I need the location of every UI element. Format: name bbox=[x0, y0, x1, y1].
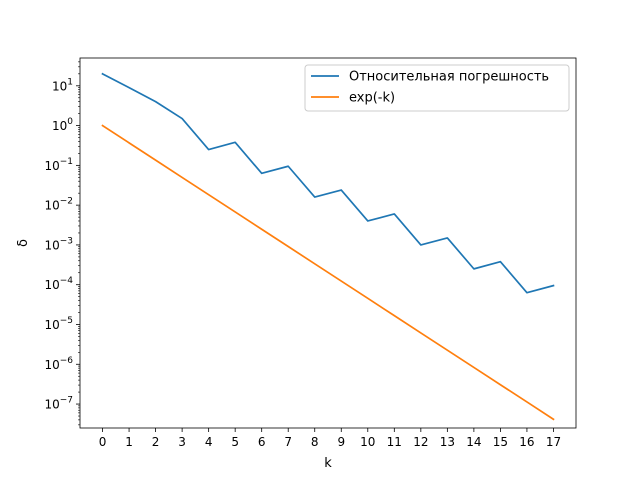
y-tick-label: 101 bbox=[52, 77, 73, 93]
legend: Относительная погрешность exp(-k) bbox=[304, 64, 570, 112]
x-tick-label: 15 bbox=[493, 435, 508, 449]
legend-box bbox=[304, 64, 570, 112]
y-tick-label: 10−3 bbox=[44, 236, 73, 252]
y-tick-label: 10−5 bbox=[44, 316, 73, 332]
legend-label-exp: exp(-k) bbox=[349, 91, 395, 106]
y-axis: 10−7 10−6 10−5 10−4 10−3 10−2 10−1 100 101 bbox=[44, 61, 80, 426]
x-tick-label: 0 bbox=[99, 435, 107, 449]
y-tick-label: 10−4 bbox=[44, 276, 73, 292]
x-tick-label: 17 bbox=[546, 435, 561, 449]
x-axis: 0 1 2 3 4 5 6 7 8 9 10 11 12 13 14 15 16 17 bbox=[99, 428, 561, 449]
plot-frame bbox=[79, 57, 577, 429]
x-tick-label: 4 bbox=[205, 435, 213, 449]
x-tick-label: 2 bbox=[152, 435, 160, 449]
x-tick-label: 11 bbox=[387, 435, 402, 449]
x-tick-label: 13 bbox=[440, 435, 455, 449]
x-axis-label: k bbox=[324, 456, 332, 471]
y-tick-label: 10−2 bbox=[44, 197, 73, 213]
x-tick-label: 7 bbox=[284, 435, 292, 449]
x-tick-label: 5 bbox=[231, 435, 239, 449]
y-tick-label: 10−1 bbox=[44, 157, 73, 173]
y-tick-label: 10−6 bbox=[44, 356, 73, 372]
x-tick-label: 3 bbox=[178, 435, 186, 449]
series-line-relative-error bbox=[101, 72, 555, 294]
y-tick-label: 100 bbox=[52, 117, 73, 133]
series-layer bbox=[101, 72, 555, 421]
series-line-exp bbox=[101, 124, 555, 421]
x-tick-label: 10 bbox=[360, 435, 375, 449]
x-tick-label: 6 bbox=[258, 435, 266, 449]
x-tick-label: 14 bbox=[466, 435, 481, 449]
plot-area bbox=[80, 58, 576, 428]
y-tick-label: 10−7 bbox=[44, 396, 73, 412]
y-axis-label: δ bbox=[16, 239, 31, 247]
x-tick-label: 16 bbox=[519, 435, 534, 449]
x-tick-label: 8 bbox=[311, 435, 319, 449]
x-tick-label: 1 bbox=[125, 435, 133, 449]
legend-label-relative-error: Относительная погрешность bbox=[349, 70, 549, 85]
x-tick-label: 9 bbox=[337, 435, 345, 449]
x-tick-label: 12 bbox=[413, 435, 428, 449]
